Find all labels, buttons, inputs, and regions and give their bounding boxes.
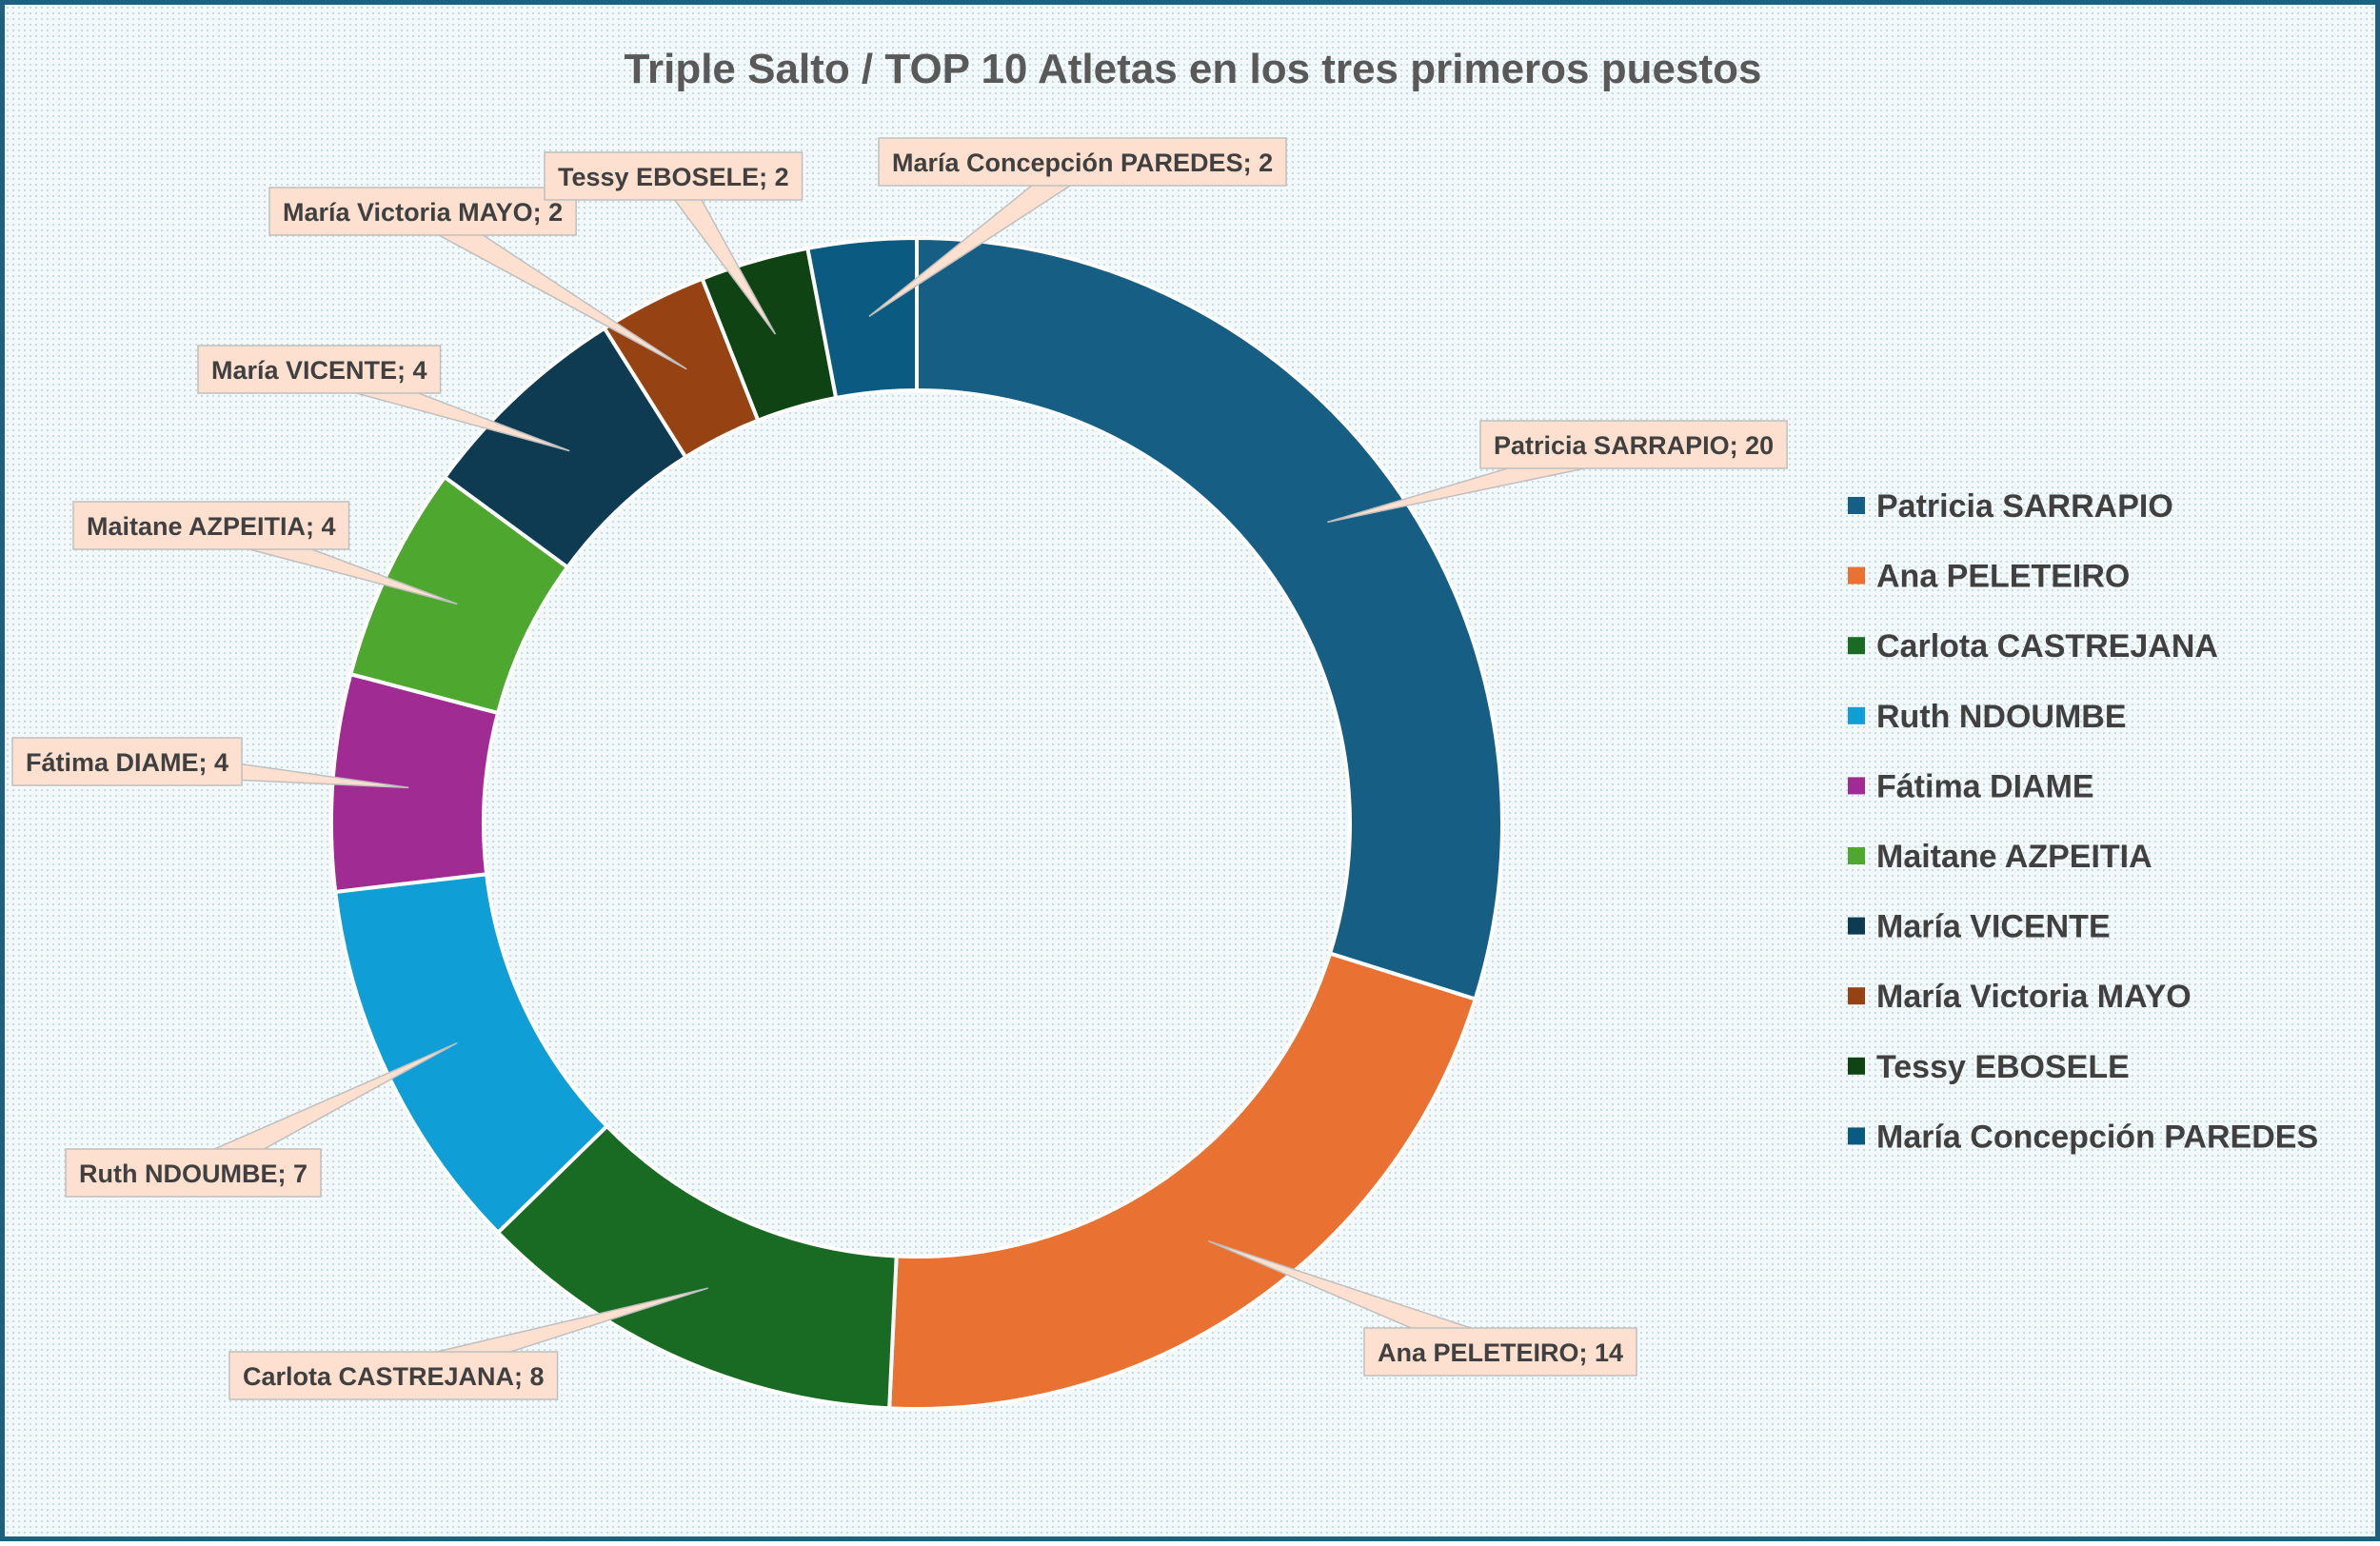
data-label-ana-peleteiro: Ana PELETEIRO; 14 xyxy=(1207,1239,1637,1377)
data-label-fatima-diame: Fátima DIAME; 4 xyxy=(11,737,409,789)
data-label-maria-vicente: María VICENTE; 4 xyxy=(197,345,570,452)
legend-label: María Concepción PAREDES xyxy=(1876,1119,2318,1155)
legend-item-fatima-diame: Fátima DIAME xyxy=(1848,768,2094,804)
data-label-text: Maitane AZPEITIA; 4 xyxy=(87,512,336,541)
data-label-text: Ana PELETEIRO; 14 xyxy=(1378,1338,1623,1367)
data-label-text: María Concepción PAREDES; 2 xyxy=(892,149,1273,177)
legend-swatch xyxy=(1848,987,1865,1005)
legend-item-maria-victoria-mayo: María Victoria MAYO xyxy=(1848,979,2192,1015)
legend-item-tessy-ebosele: Tessy EBOSELE xyxy=(1848,1049,2130,1085)
donut-chart: Triple Salto / TOP 10 Atletas en los tre… xyxy=(11,46,2318,1411)
legend-swatch xyxy=(1848,706,1865,724)
slice-maria-concepcion-paredes xyxy=(804,235,919,401)
legend-swatch xyxy=(1848,1127,1865,1145)
legend-label: María Victoria MAYO xyxy=(1876,979,2192,1015)
chart-title: Triple Salto / TOP 10 Atletas en los tre… xyxy=(625,46,1762,92)
legend-label: Tessy EBOSELE xyxy=(1876,1049,2130,1085)
slice-patricia-sarrapio xyxy=(915,235,1504,1002)
data-label-box xyxy=(268,187,577,236)
data-label-carlota-castrejana: Carlota CASTREJANA; 8 xyxy=(228,1287,709,1400)
data-label-text: Tessy EBOSELE; 2 xyxy=(558,163,789,191)
legend-label: María VICENTE xyxy=(1876,909,2111,945)
data-label-text: Fátima DIAME; 4 xyxy=(26,748,228,777)
legend-label: Fátima DIAME xyxy=(1876,768,2094,804)
data-label-text: María VICENTE; 4 xyxy=(211,356,427,385)
legend-swatch xyxy=(1848,777,1865,795)
legend-item-ana-peleteiro: Ana PELETEIRO xyxy=(1848,559,2130,595)
legend-swatch xyxy=(1848,637,1865,655)
data-label-box xyxy=(72,501,350,550)
data-label-patricia-sarrapio: Patricia SARRAPIO; 20 xyxy=(1327,420,1788,524)
legend-label: Ruth NDOUMBE xyxy=(1876,699,2127,735)
legend-swatch xyxy=(1848,847,1865,864)
legend-label: Patricia SARRAPIO xyxy=(1876,488,2173,525)
data-label-box xyxy=(65,1148,322,1198)
data-label-text: Carlota CASTREJANA; 8 xyxy=(243,1362,545,1391)
legend-item-patricia-sarrapio: Patricia SARRAPIO xyxy=(1848,488,2173,525)
legend-label: Maitane AZPEITIA xyxy=(1876,839,2152,875)
legend-label: Ana PELETEIRO xyxy=(1876,559,2130,595)
data-label-text: Ruth NDOUMBE; 7 xyxy=(79,1160,307,1188)
data-label-ruth-ndoumbe: Ruth NDOUMBE; 7 xyxy=(65,1041,458,1198)
legend-swatch xyxy=(1848,566,1865,585)
legend: Patricia SARRAPIO Ana PELETEIRO Carlota CA… xyxy=(1848,488,2318,1155)
data-label-maitane-azpeitia: Maitane AZPEITIA; 4 xyxy=(72,501,458,605)
legend-item-maria-concepcion-paredes: María Concepción PAREDES xyxy=(1848,1119,2318,1155)
data-label-box xyxy=(878,137,1287,187)
data-label-box xyxy=(544,151,803,201)
legend-swatch xyxy=(1848,1057,1865,1075)
data-labels: Patricia SARRAPIO; 20 Ana PELETEIRO; 14 Ca… xyxy=(11,137,1788,1400)
data-label-text: Patricia SARRAPIO; 20 xyxy=(1494,431,1774,460)
legend-item-maria-vicente: María VICENTE xyxy=(1848,909,2111,945)
donut-slices xyxy=(329,235,1504,1411)
legend-swatch xyxy=(1848,917,1865,935)
legend-item-ruth-ndoumbe: Ruth NDOUMBE xyxy=(1848,699,2127,735)
data-label-text: María Victoria MAYO; 2 xyxy=(283,198,563,227)
data-label-tessy-ebosele: Tessy EBOSELE; 2 xyxy=(544,151,803,335)
legend-item-carlota-castrejana: Carlota CASTREJANA xyxy=(1848,628,2218,664)
slice-ana-peleteiro xyxy=(887,951,1478,1411)
data-label-maria-victoria-mayo: María Victoria MAYO; 2 xyxy=(268,187,687,370)
legend-label: Carlota CASTREJANA xyxy=(1876,628,2218,664)
legend-item-maitane-azpeitia: Maitane AZPEITIA xyxy=(1848,839,2152,875)
data-label-box xyxy=(11,737,243,786)
data-label-box xyxy=(197,345,442,394)
data-label-box xyxy=(1363,1327,1637,1377)
data-label-box xyxy=(228,1351,559,1400)
data-label-maria-concepcion-paredes: María Concepción PAREDES; 2 xyxy=(868,137,1287,317)
data-label-box xyxy=(1479,420,1788,469)
legend-swatch xyxy=(1848,497,1865,514)
